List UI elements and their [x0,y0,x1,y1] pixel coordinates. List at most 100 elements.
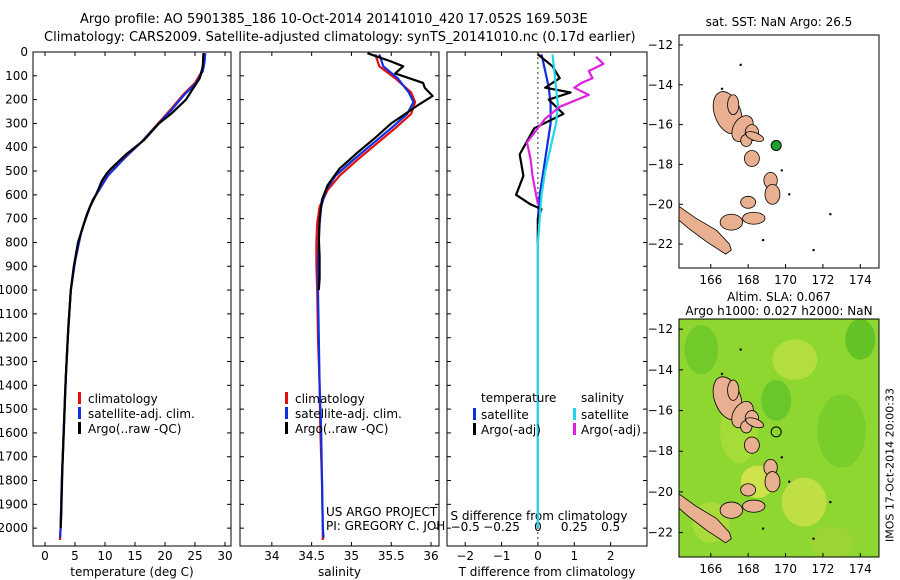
argo-position-marker [770,426,782,438]
islet [780,169,784,172]
x-tick-label: 10 [97,549,112,563]
legend-header: temperature [481,391,556,405]
legend-label: climatology [88,392,158,406]
legend-label: Argo(-adj) [581,423,641,437]
y-tick-label: 1500 [0,402,28,416]
plot-frame [446,51,648,547]
x2-tick-label: 0.5 [601,520,620,534]
x-tick-label: 168 [737,273,760,287]
island [727,94,740,116]
x-tick-label: 168 [737,562,760,576]
figure-title-line2: Climatology: CARS2009. Satellite-adjuste… [44,30,636,45]
temperature-panel: 0100200300400500600700800900100011001200… [0,45,233,579]
y-tick-label: −18 [648,157,673,171]
y-tick-label: −16 [648,404,673,418]
y-tick-label: −22 [648,237,673,251]
x-tick-label: 172 [811,562,834,576]
y-tick-label: 300 [5,116,28,130]
y-tick-label: 800 [5,235,28,249]
legend-label: Argo(..raw -QC) [88,422,181,436]
legend-swatch [78,407,81,419]
legend-label: satellite-adj. clim. [295,407,402,421]
x-tick-label: 166 [699,273,722,287]
legend-label: Argo(-adj) [481,423,541,437]
y-tick-label: 600 [5,188,28,202]
island-new-caledonia [678,205,732,255]
y-tick-label: −16 [648,118,673,132]
legend-header: salinity [581,391,624,405]
y-tick-label: 700 [5,212,28,226]
legend-label: climatology [295,392,365,406]
x-tick-label: 34.5 [298,549,325,563]
y-tick-label: 1000 [0,283,28,297]
y-tick-label: 200 [5,93,28,107]
x2-tick-label: −0.25 [483,520,520,534]
legend-swatch [285,392,288,404]
figure-title-line1: Argo profile: AO 5901385_186 10-Oct-2014… [80,12,588,27]
y-tick-label: 900 [5,259,28,273]
legend-swatch [78,422,81,434]
legend-swatch [573,423,576,435]
islet [720,87,724,90]
x-tick-label: 5 [71,549,79,563]
legend-label: Argo(..raw -QC) [295,422,388,436]
x-tick-label: 34 [264,549,279,563]
x-tick-label: 172 [811,273,834,287]
island [744,150,760,167]
x-tick-label: −1 [493,549,511,563]
islet [829,213,832,216]
islet [761,527,765,530]
y-tick-label: 1300 [0,354,28,368]
island [764,471,781,493]
island [744,436,760,454]
legend-label: satellite-adj. clim. [88,407,195,421]
series-line [525,56,605,205]
map-frame [678,318,880,558]
x-axis-label: temperature (deg C) [70,565,193,579]
x-tick-label: 15 [127,549,142,563]
y-tick-label: −22 [648,526,673,540]
difference-panel: −2 −1 0 1 2 T difference from climatology −0.5… [446,51,648,579]
island [719,213,743,231]
legend-swatch [78,392,81,404]
sla-map-title-1: Altim. SLA: 0.067 [727,290,831,304]
y-tick-label: 1800 [0,474,28,488]
islet [739,63,742,67]
credit-line2: PI: GREGORY C. JOHNSON [326,519,480,533]
y-tick-label: −14 [648,78,673,92]
plot-frame [239,51,440,547]
x-tick-label: −2 [456,549,474,563]
island [719,501,743,519]
legend-swatch [285,422,288,434]
x-tick-label: 25 [187,549,202,563]
legend-swatch [573,408,576,420]
island [742,499,766,513]
islet [812,248,815,252]
sla-map-title-2: Argo h1000: 0.027 h2000: NaN [685,304,872,318]
sla-patch [772,339,818,381]
y-tick-label: 1600 [0,426,28,440]
plot-frame [32,51,232,547]
sla-patch [781,477,827,527]
series-line [59,53,205,529]
y-tick-label: −18 [648,444,673,458]
island [745,417,764,429]
islet [720,372,724,376]
x-tick-label: 35 [344,549,359,563]
sla-patch [761,380,792,421]
x-tick-label: 2 [607,549,615,563]
y-tick-label: 1100 [0,307,28,321]
x-tick-label: 0 [41,549,49,563]
x-tick-label: 166 [699,562,722,576]
salinity-panel: 34 34.5 35 35.5 36 salinity climatologysatelli… [239,51,480,579]
x2-tick-label: −0.5 [451,520,480,534]
x-axis-label: salinity [318,565,361,579]
y-tick-label: −20 [648,197,673,211]
y-tick-label: 1400 [0,378,28,392]
islet [761,238,765,242]
island [727,379,740,401]
sst-map-panel: 166 168 170 172 174 −12 −14 −16 −18 −20 −22 sat. SS… [648,15,880,287]
islet [812,537,815,540]
island-new-caledonia [678,493,732,544]
y-tick-label: −12 [648,322,673,336]
